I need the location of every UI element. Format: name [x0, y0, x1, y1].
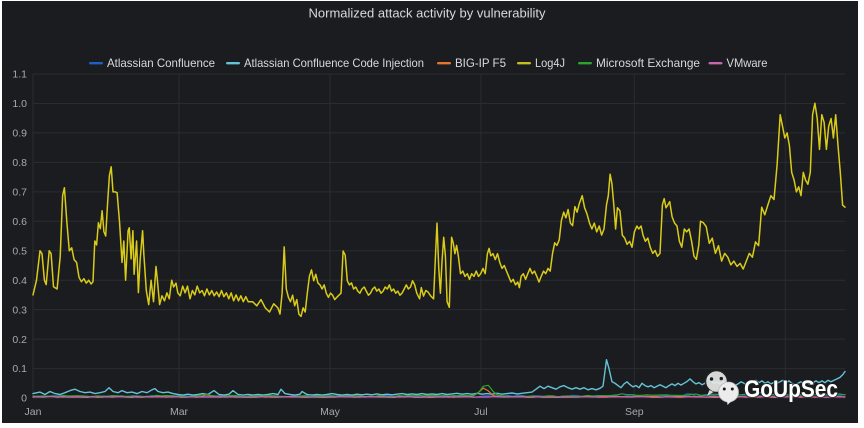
svg-text:0.8: 0.8	[12, 157, 27, 169]
svg-text:GoUpSec: GoUpSec	[744, 376, 838, 403]
svg-text:VMware: VMware	[727, 56, 768, 70]
svg-text:0.3: 0.3	[12, 304, 27, 316]
svg-text:GoUpSec: GoUpSec	[744, 376, 838, 403]
svg-text:0.5: 0.5	[12, 245, 27, 257]
svg-text:Microsoft Exchange: Microsoft Exchange	[596, 56, 700, 70]
svg-text:0.2: 0.2	[12, 334, 27, 346]
svg-text:Jan: Jan	[25, 406, 42, 418]
svg-text:Sep: Sep	[625, 406, 644, 418]
svg-text:1.0: 1.0	[12, 98, 27, 110]
svg-text:0: 0	[21, 393, 27, 405]
svg-text:Jul: Jul	[474, 406, 487, 418]
svg-text:Atlassian Confluence Code Inje: Atlassian Confluence Code Injection	[244, 56, 424, 70]
svg-text:Normalized attack activity by: Normalized attack activity by vulnerabil…	[309, 6, 546, 21]
svg-text:Mar: Mar	[170, 406, 189, 418]
svg-text:May: May	[320, 406, 341, 418]
svg-text:Atlassian Confluence: Atlassian Confluence	[107, 56, 215, 70]
svg-text:0.6: 0.6	[12, 216, 27, 228]
svg-text:BIG-IP F5: BIG-IP F5	[455, 56, 506, 70]
svg-text:0.4: 0.4	[12, 275, 27, 287]
svg-text:1.1: 1.1	[12, 69, 27, 81]
svg-text:0.7: 0.7	[12, 187, 27, 199]
svg-text:Log4J: Log4J	[535, 56, 565, 70]
svg-text:0.1: 0.1	[12, 363, 27, 375]
svg-text:0.9: 0.9	[12, 128, 27, 140]
